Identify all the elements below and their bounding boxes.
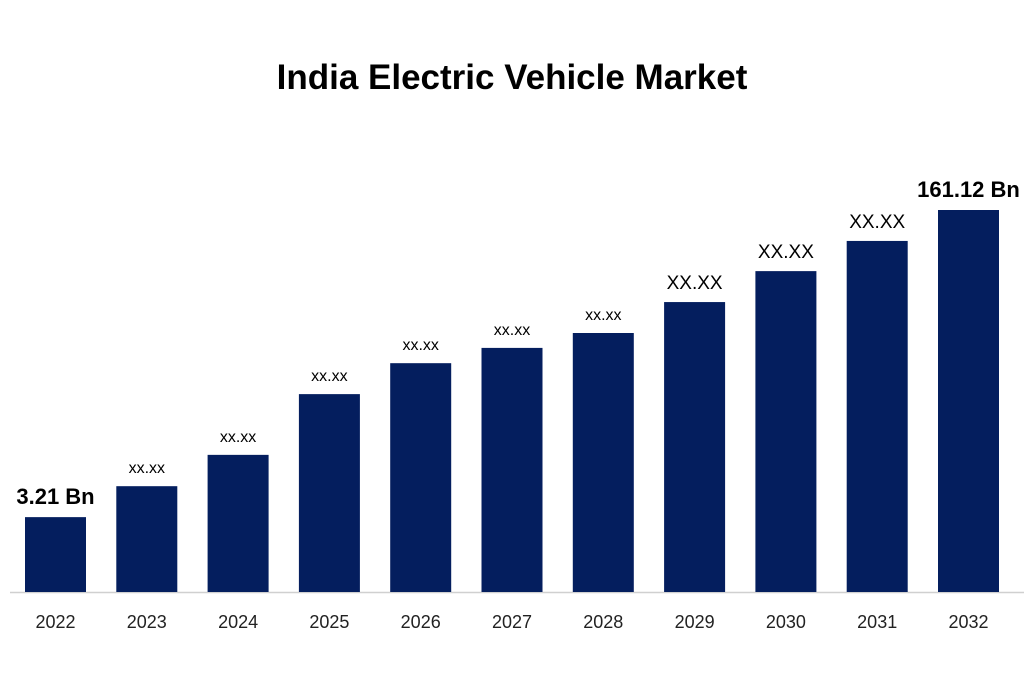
data-label-2024: xx.xx xyxy=(220,429,256,446)
bar-2022 xyxy=(25,517,86,592)
data-label-2032: 161.12 Bn xyxy=(917,177,1020,202)
x-tick-label-2032: 2032 xyxy=(948,612,988,632)
x-tick-label-2026: 2026 xyxy=(401,612,441,632)
x-tick-label-2029: 2029 xyxy=(675,612,715,632)
x-tick-label-2022: 2022 xyxy=(35,612,75,632)
data-label-2029: XX.XX xyxy=(667,273,723,294)
bar-2029 xyxy=(664,302,726,592)
bar-2028 xyxy=(572,333,634,592)
x-tick-label-2023: 2023 xyxy=(127,612,167,632)
chart-title: India Electric Vehicle Market xyxy=(276,58,748,97)
data-label-2022: 3.21 Bn xyxy=(16,484,94,509)
data-label-2025: xx.xx xyxy=(311,368,347,385)
x-tick-label-2025: 2025 xyxy=(309,612,349,632)
bar-2025 xyxy=(298,394,360,592)
data-label-2031: XX.XX xyxy=(849,212,905,233)
data-label-2028: xx.xx xyxy=(585,307,621,324)
data-label-2030: XX.XX xyxy=(758,242,814,263)
bar-2030 xyxy=(755,271,817,592)
data-label-2027: xx.xx xyxy=(494,322,530,339)
x-tick-label-2027: 2027 xyxy=(492,612,532,632)
x-tick-label-2031: 2031 xyxy=(857,612,897,632)
data-label-2026: xx.xx xyxy=(402,337,438,354)
bar-2027 xyxy=(481,347,543,592)
bar-2024 xyxy=(207,454,269,592)
bar-2032 xyxy=(938,210,999,592)
bar-2026 xyxy=(390,363,452,592)
x-tick-label-2030: 2030 xyxy=(766,612,806,632)
bar-2023 xyxy=(116,486,178,592)
x-tick-label-2024: 2024 xyxy=(218,612,258,632)
bar-2031 xyxy=(846,240,908,592)
data-label-2023: xx.xx xyxy=(129,460,165,477)
x-tick-label-2028: 2028 xyxy=(583,612,623,632)
